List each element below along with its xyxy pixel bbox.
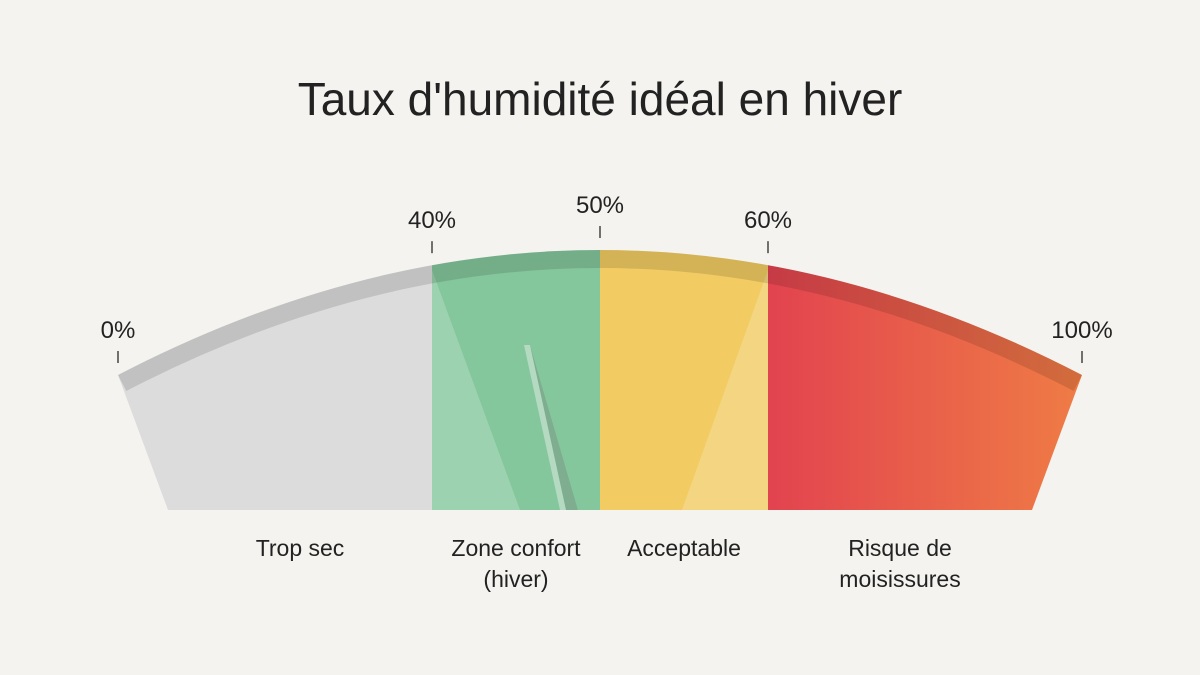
- zone: [600, 250, 768, 510]
- zone-label: Trop sec: [255, 535, 345, 561]
- chart-title: Taux d'humidité idéal en hiver: [297, 73, 903, 125]
- top-band: [118, 250, 1082, 391]
- zone-label: Zone confort (hiver): [451, 535, 581, 592]
- tick-label: 100%: [1051, 317, 1113, 344]
- zone: [432, 250, 600, 510]
- tick-label: 40%: [407, 207, 457, 235]
- tick-label: 0%: [100, 317, 136, 344]
- shade: [432, 270, 520, 510]
- needle-shadow: [530, 345, 578, 510]
- tick-label: 50%: [575, 192, 625, 219]
- shade: [682, 270, 768, 510]
- zone-label: Risque de moisissures: [839, 535, 961, 592]
- tick-label: 60%: [743, 207, 793, 235]
- zone-label: Acceptable: [627, 535, 741, 561]
